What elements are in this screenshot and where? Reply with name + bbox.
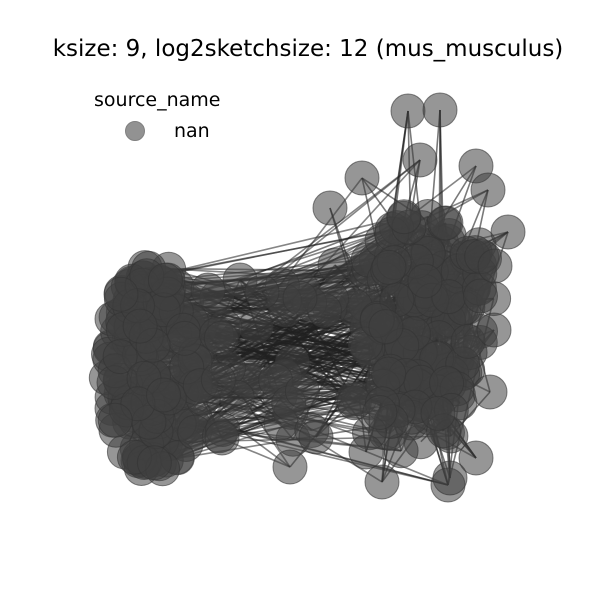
legend-title: source_name xyxy=(94,89,221,111)
graph-node xyxy=(368,309,404,345)
graph-node xyxy=(200,362,236,398)
graph-node xyxy=(244,274,280,310)
graph-node xyxy=(371,356,407,392)
graph-node xyxy=(402,142,438,178)
graph-node xyxy=(204,420,240,456)
graph-nodes xyxy=(88,92,526,503)
graph-node xyxy=(432,460,468,496)
graph-node xyxy=(371,249,407,285)
graph-node xyxy=(102,339,138,375)
graph-node xyxy=(203,320,239,356)
chart-title: ksize: 9, log2sketchsize: 12 (mus_muscul… xyxy=(52,36,564,62)
graph-node xyxy=(312,190,348,226)
graph-node xyxy=(390,93,426,129)
graph-node xyxy=(167,320,202,356)
graph-node xyxy=(463,278,498,314)
graph-node xyxy=(407,263,443,299)
graph-node xyxy=(190,272,226,308)
graph-node xyxy=(420,395,456,431)
graph-node xyxy=(490,214,526,250)
graph-node xyxy=(383,433,419,469)
graph-node xyxy=(476,312,512,348)
graph-node xyxy=(238,308,274,344)
graph-node xyxy=(282,280,318,316)
graph-node xyxy=(428,205,464,241)
graph-node xyxy=(272,449,308,485)
graph-node xyxy=(348,434,384,470)
graph-node xyxy=(422,92,458,128)
graph-node xyxy=(458,440,494,476)
graph-node xyxy=(317,247,353,283)
graph-node xyxy=(136,445,172,481)
graph-node xyxy=(147,262,183,298)
legend-swatch-nan xyxy=(125,121,145,141)
graph-node xyxy=(284,373,320,409)
graph-node xyxy=(103,276,139,312)
graph-node xyxy=(472,374,508,410)
graph-node xyxy=(470,172,506,208)
graph-node xyxy=(146,377,181,413)
graph-node xyxy=(364,464,400,500)
graph-node xyxy=(344,160,380,196)
graph-node xyxy=(298,419,334,455)
graph-node xyxy=(386,199,422,235)
legend-label-nan: nan xyxy=(174,120,210,142)
graph-node xyxy=(97,402,133,438)
graph-node xyxy=(362,395,398,430)
graph-node xyxy=(122,308,158,344)
graph-node xyxy=(477,248,513,284)
